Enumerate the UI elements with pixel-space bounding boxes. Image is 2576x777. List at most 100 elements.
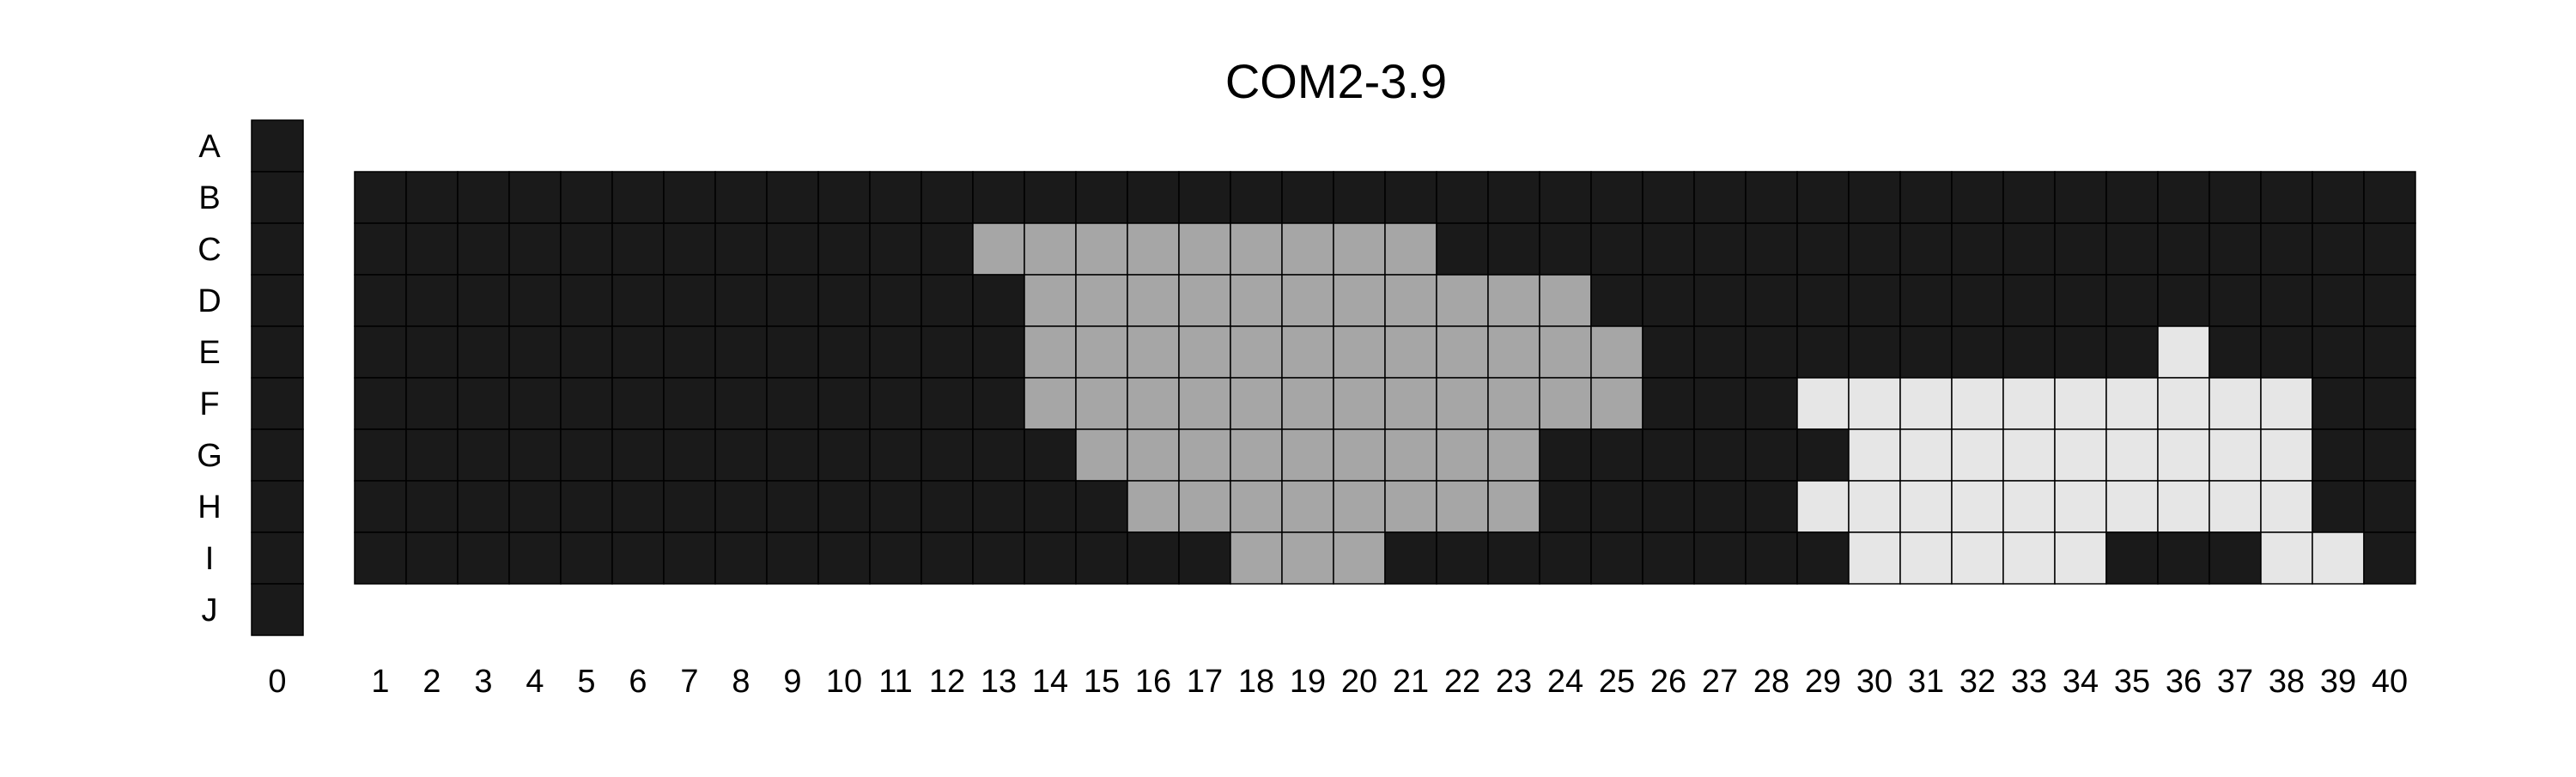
cell-i-5 (560, 531, 613, 585)
cell-c-33 (2002, 222, 2056, 276)
cell-i-28 (1745, 531, 1798, 585)
cell-h-20 (1333, 480, 1386, 533)
cell-f-32 (1951, 377, 2004, 430)
cell-e-18 (1230, 325, 1283, 379)
cell-h-26 (1642, 480, 1695, 533)
cell-i-20 (1333, 531, 1386, 585)
cell-i-37 (2208, 531, 2262, 585)
cell-i-25 (1590, 531, 1643, 585)
column-label-7: 7 (680, 664, 698, 700)
cell-f-16 (1127, 377, 1180, 430)
cell-h-19 (1281, 480, 1334, 533)
cell-g-24 (1539, 428, 1592, 482)
cell-d-35 (2105, 274, 2159, 327)
cell-c-21 (1384, 222, 1437, 276)
row-label-b: B (198, 180, 220, 216)
cell-c-8 (714, 222, 768, 276)
cell-b-6 (611, 171, 665, 224)
cell-i-2 (405, 531, 459, 585)
cell-d-6 (611, 274, 665, 327)
cell-b-1 (354, 171, 407, 224)
cell-i-16 (1127, 531, 1180, 585)
cell-g-9 (766, 428, 819, 482)
cell-f-4 (508, 377, 562, 430)
cell-j-0 (251, 583, 304, 636)
cell-f-13 (972, 377, 1025, 430)
column-label-16: 16 (1135, 664, 1171, 700)
cell-c-0 (251, 222, 304, 276)
cell-g-0 (251, 428, 304, 482)
cell-c-19 (1281, 222, 1334, 276)
cell-g-3 (457, 428, 510, 482)
column-label-13: 13 (981, 664, 1017, 700)
cell-d-10 (817, 274, 871, 327)
column-labels: 0 1 2 3 4 5 6 7 8 9 10 11 12 13 14 15 16 17 18 19 20 21 22 23 24… (268, 664, 2408, 700)
cell-c-36 (2157, 222, 2210, 276)
cell-e-22 (1436, 325, 1489, 379)
cell-b-0 (251, 171, 304, 224)
cell-d-30 (1848, 274, 1901, 327)
cell-c-15 (1075, 222, 1128, 276)
cell-f-5 (560, 377, 613, 430)
cell-h-25 (1590, 480, 1643, 533)
column-label-24: 24 (1547, 664, 1583, 700)
cell-e-34 (2054, 325, 2107, 379)
cell-e-39 (2312, 325, 2365, 379)
cell-f-27 (1693, 377, 1747, 430)
column-label-21: 21 (1393, 664, 1429, 700)
cell-h-12 (920, 480, 974, 533)
column-label-35: 35 (2114, 664, 2150, 700)
cell-g-5 (560, 428, 613, 482)
cell-g-26 (1642, 428, 1695, 482)
cell-b-15 (1075, 171, 1128, 224)
cell-d-5 (560, 274, 613, 327)
cell-f-21 (1384, 377, 1437, 430)
cell-h-22 (1436, 480, 1489, 533)
cell-e-21 (1384, 325, 1437, 379)
cell-e-11 (869, 325, 922, 379)
cell-e-27 (1693, 325, 1747, 379)
cell-i-18 (1230, 531, 1283, 585)
cell-g-27 (1693, 428, 1747, 482)
cell-g-2 (405, 428, 459, 482)
cell-f-29 (1796, 377, 1850, 430)
cell-h-5 (560, 480, 613, 533)
cell-h-34 (2054, 480, 2107, 533)
cell-h-13 (972, 480, 1025, 533)
cell-e-17 (1178, 325, 1231, 379)
row-label-g: G (197, 438, 222, 474)
cell-b-26 (1642, 171, 1695, 224)
cell-h-33 (2002, 480, 2056, 533)
cell-d-38 (2260, 274, 2313, 327)
column-label-28: 28 (1753, 664, 1789, 700)
cell-c-32 (1951, 222, 2004, 276)
cell-h-24 (1539, 480, 1592, 533)
cell-c-14 (1024, 222, 1077, 276)
cell-i-23 (1487, 531, 1540, 585)
cell-g-25 (1590, 428, 1643, 482)
column-label-40: 40 (2372, 664, 2408, 700)
cell-f-33 (2002, 377, 2056, 430)
cell-h-31 (1899, 480, 1953, 533)
cell-e-25 (1590, 325, 1643, 379)
cell-i-11 (869, 531, 922, 585)
cell-e-15 (1075, 325, 1128, 379)
cell-i-12 (920, 531, 974, 585)
cell-d-19 (1281, 274, 1334, 327)
cell-g-37 (2208, 428, 2262, 482)
cell-g-32 (1951, 428, 2004, 482)
cell-e-24 (1539, 325, 1592, 379)
cell-d-16 (1127, 274, 1180, 327)
cell-d-21 (1384, 274, 1437, 327)
cell-d-27 (1693, 274, 1747, 327)
cell-i-29 (1796, 531, 1850, 585)
cell-f-0 (251, 377, 304, 430)
cell-f-15 (1075, 377, 1128, 430)
cell-d-4 (508, 274, 562, 327)
cell-e-5 (560, 325, 613, 379)
cell-b-17 (1178, 171, 1231, 224)
column-label-2: 2 (422, 664, 440, 700)
cell-h-35 (2105, 480, 2159, 533)
cell-g-34 (2054, 428, 2107, 482)
